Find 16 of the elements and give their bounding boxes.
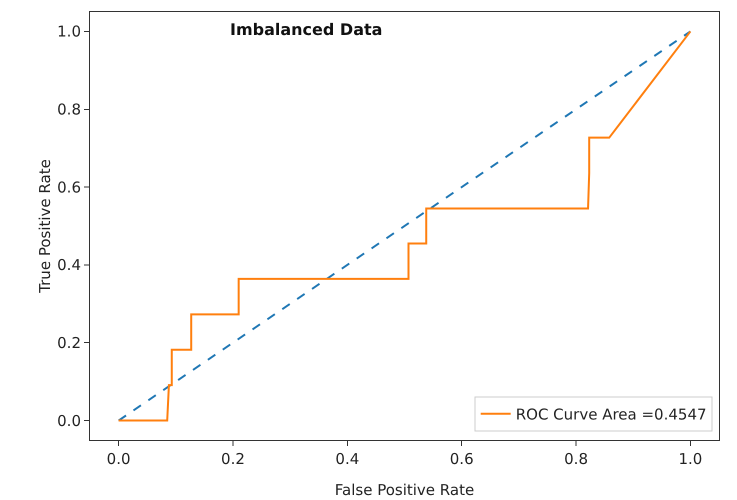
annotation: Imbalanced Data (230, 20, 382, 39)
y-tick-label: 0.6 (57, 178, 81, 196)
x-tick-label: 0.2 (221, 450, 245, 468)
y-tick-label: 0.8 (57, 100, 81, 119)
y-tick-label: 0.2 (57, 334, 81, 352)
x-tick-label: 1.0 (678, 450, 702, 468)
x-tick-label: 0.6 (450, 450, 474, 468)
x-axis-title: False Positive Rate (334, 481, 474, 499)
legend-label: ROC Curve Area =0.4547 (516, 406, 707, 424)
y-tick-label: 1.0 (57, 22, 81, 41)
y-tick-label: 0.4 (57, 256, 81, 274)
x-tick-label: 0.0 (106, 450, 131, 468)
x-tick-label: 0.4 (335, 450, 360, 468)
x-tick-label: 0.8 (564, 450, 588, 468)
y-axis-title: True Positive Rate (36, 159, 54, 294)
y-tick-label: 0.0 (57, 412, 81, 430)
